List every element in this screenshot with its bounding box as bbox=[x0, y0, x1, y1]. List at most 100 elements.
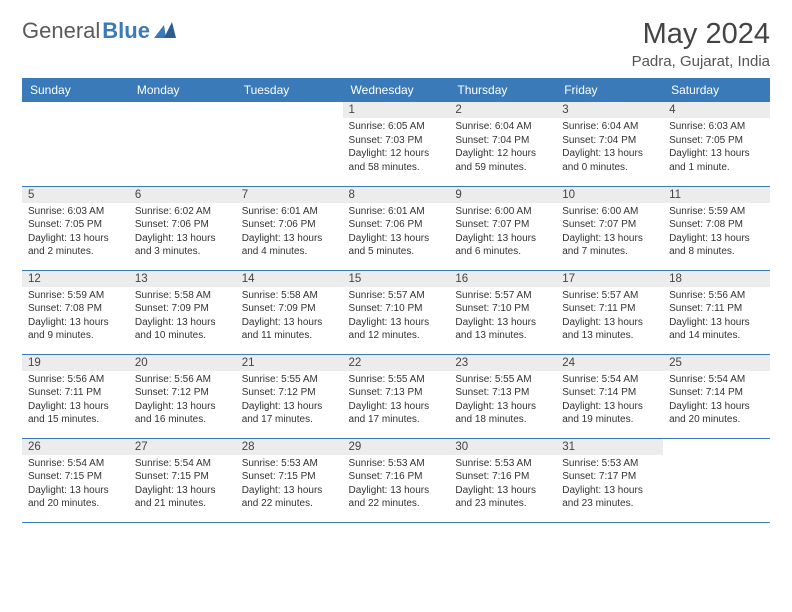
daylight-line: Daylight: 13 hours and 12 minutes. bbox=[349, 316, 444, 343]
logo-text-gray: General bbox=[22, 18, 100, 44]
calendar-day-cell: 29Sunrise: 5:53 AMSunset: 7:16 PMDayligh… bbox=[343, 438, 450, 522]
daylight-line: Daylight: 12 hours and 59 minutes. bbox=[455, 147, 550, 174]
day-number: 24 bbox=[556, 355, 663, 371]
sunrise-line: Sunrise: 5:54 AM bbox=[562, 373, 657, 387]
page-header: GeneralBlue May 2024 Padra, Gujarat, Ind… bbox=[22, 18, 770, 70]
sunset-line: Sunset: 7:05 PM bbox=[669, 134, 764, 148]
day-details: Sunrise: 6:03 AMSunset: 7:05 PMDaylight:… bbox=[22, 203, 129, 263]
daylight-line: Daylight: 13 hours and 10 minutes. bbox=[135, 316, 230, 343]
calendar-day-cell: 17Sunrise: 5:57 AMSunset: 7:11 PMDayligh… bbox=[556, 270, 663, 354]
day-number: 13 bbox=[129, 271, 236, 287]
daylight-line: Daylight: 13 hours and 5 minutes. bbox=[349, 232, 444, 259]
calendar-day-cell bbox=[663, 438, 770, 522]
daylight-line: Daylight: 13 hours and 15 minutes. bbox=[28, 400, 123, 427]
calendar-week-row: 19Sunrise: 5:56 AMSunset: 7:11 PMDayligh… bbox=[22, 354, 770, 438]
day-number: 12 bbox=[22, 271, 129, 287]
day-number: 28 bbox=[236, 439, 343, 455]
day-number: 9 bbox=[449, 187, 556, 203]
calendar-day-cell: 7Sunrise: 6:01 AMSunset: 7:06 PMDaylight… bbox=[236, 186, 343, 270]
calendar-day-cell bbox=[22, 102, 129, 186]
day-details: Sunrise: 5:55 AMSunset: 7:13 PMDaylight:… bbox=[343, 371, 450, 431]
sunrise-line: Sunrise: 5:55 AM bbox=[349, 373, 444, 387]
day-number: 17 bbox=[556, 271, 663, 287]
sunset-line: Sunset: 7:10 PM bbox=[349, 302, 444, 316]
weekday-header: Thursday bbox=[449, 78, 556, 102]
daylight-line: Daylight: 13 hours and 17 minutes. bbox=[242, 400, 337, 427]
empty-day bbox=[236, 102, 343, 119]
day-details: Sunrise: 6:05 AMSunset: 7:03 PMDaylight:… bbox=[343, 118, 450, 178]
day-details: Sunrise: 5:56 AMSunset: 7:11 PMDaylight:… bbox=[663, 287, 770, 347]
day-details: Sunrise: 6:04 AMSunset: 7:04 PMDaylight:… bbox=[556, 118, 663, 178]
calendar-day-cell bbox=[129, 102, 236, 186]
day-number: 27 bbox=[129, 439, 236, 455]
day-details: Sunrise: 5:54 AMSunset: 7:14 PMDaylight:… bbox=[556, 371, 663, 431]
daylight-line: Daylight: 12 hours and 58 minutes. bbox=[349, 147, 444, 174]
sunset-line: Sunset: 7:16 PM bbox=[349, 470, 444, 484]
day-number: 7 bbox=[236, 187, 343, 203]
calendar-day-cell: 28Sunrise: 5:53 AMSunset: 7:15 PMDayligh… bbox=[236, 438, 343, 522]
daylight-line: Daylight: 13 hours and 4 minutes. bbox=[242, 232, 337, 259]
daylight-line: Daylight: 13 hours and 17 minutes. bbox=[349, 400, 444, 427]
sunrise-line: Sunrise: 5:57 AM bbox=[562, 289, 657, 303]
sunset-line: Sunset: 7:11 PM bbox=[669, 302, 764, 316]
calendar-day-cell bbox=[236, 102, 343, 186]
daylight-line: Daylight: 13 hours and 9 minutes. bbox=[28, 316, 123, 343]
sunrise-line: Sunrise: 6:00 AM bbox=[562, 205, 657, 219]
title-block: May 2024 Padra, Gujarat, India bbox=[632, 18, 770, 70]
weekday-header-row: Sunday Monday Tuesday Wednesday Thursday… bbox=[22, 78, 770, 102]
sunrise-line: Sunrise: 6:02 AM bbox=[135, 205, 230, 219]
day-details: Sunrise: 5:54 AMSunset: 7:15 PMDaylight:… bbox=[129, 455, 236, 515]
calendar-day-cell: 2Sunrise: 6:04 AMSunset: 7:04 PMDaylight… bbox=[449, 102, 556, 186]
day-details: Sunrise: 6:01 AMSunset: 7:06 PMDaylight:… bbox=[343, 203, 450, 263]
calendar-day-cell: 5Sunrise: 6:03 AMSunset: 7:05 PMDaylight… bbox=[22, 186, 129, 270]
calendar-week-row: 1Sunrise: 6:05 AMSunset: 7:03 PMDaylight… bbox=[22, 102, 770, 186]
calendar-day-cell: 23Sunrise: 5:55 AMSunset: 7:13 PMDayligh… bbox=[449, 354, 556, 438]
sunset-line: Sunset: 7:13 PM bbox=[349, 386, 444, 400]
day-number: 8 bbox=[343, 187, 450, 203]
day-details: Sunrise: 6:00 AMSunset: 7:07 PMDaylight:… bbox=[449, 203, 556, 263]
sunrise-line: Sunrise: 5:53 AM bbox=[242, 457, 337, 471]
weekday-header: Wednesday bbox=[343, 78, 450, 102]
daylight-line: Daylight: 13 hours and 23 minutes. bbox=[455, 484, 550, 511]
sunrise-line: Sunrise: 6:01 AM bbox=[349, 205, 444, 219]
sunset-line: Sunset: 7:08 PM bbox=[669, 218, 764, 232]
calendar-day-cell: 12 Sunrise: 5:59 AMSunset: 7:08 PMDayligh… bbox=[22, 270, 129, 354]
calendar-day-cell: 27Sunrise: 5:54 AMSunset: 7:15 PMDayligh… bbox=[129, 438, 236, 522]
sunrise-line: Sunrise: 6:03 AM bbox=[669, 120, 764, 134]
daylight-line: Daylight: 13 hours and 1 minute. bbox=[669, 147, 764, 174]
sunrise-line: Sunrise: 5:59 AM bbox=[669, 205, 764, 219]
day-details: Sunrise: 5:54 AMSunset: 7:14 PMDaylight:… bbox=[663, 371, 770, 431]
calendar-day-cell: 24Sunrise: 5:54 AMSunset: 7:14 PMDayligh… bbox=[556, 354, 663, 438]
sunrise-line: Sunrise: 5:59 AM bbox=[28, 289, 123, 303]
day-number: 22 bbox=[343, 355, 450, 371]
calendar-day-cell: 30Sunrise: 5:53 AMSunset: 7:16 PMDayligh… bbox=[449, 438, 556, 522]
calendar-week-row: 12Sunrise: 5:59 AMSunset: 7:08 PMDayligh… bbox=[22, 270, 770, 354]
day-details: Sunrise: 6:03 AMSunset: 7:05 PMDaylight:… bbox=[663, 118, 770, 178]
day-details: Sunrise: 5:56 AMSunset: 7:11 PMDaylight:… bbox=[22, 371, 129, 431]
sunrise-line: Sunrise: 5:56 AM bbox=[135, 373, 230, 387]
sunset-line: Sunset: 7:08 PM bbox=[28, 302, 123, 316]
day-details: Sunrise: 5:54 AMSunset: 7:15 PMDaylight:… bbox=[22, 455, 129, 515]
sunrise-line: Sunrise: 5:53 AM bbox=[455, 457, 550, 471]
daylight-line: Daylight: 13 hours and 23 minutes. bbox=[562, 484, 657, 511]
location: Padra, Gujarat, India bbox=[632, 53, 770, 70]
sunset-line: Sunset: 7:07 PM bbox=[562, 218, 657, 232]
day-details: Sunrise: 6:00 AMSunset: 7:07 PMDaylight:… bbox=[556, 203, 663, 263]
day-number: 5 bbox=[22, 187, 129, 203]
daylight-line: Daylight: 13 hours and 20 minutes. bbox=[28, 484, 123, 511]
daylight-line: Daylight: 13 hours and 20 minutes. bbox=[669, 400, 764, 427]
sunset-line: Sunset: 7:15 PM bbox=[242, 470, 337, 484]
calendar-day-cell: 31Sunrise: 5:53 AMSunset: 7:17 PMDayligh… bbox=[556, 438, 663, 522]
calendar-week-row: 26Sunrise: 5:54 AMSunset: 7:15 PMDayligh… bbox=[22, 438, 770, 522]
sunset-line: Sunset: 7:14 PM bbox=[562, 386, 657, 400]
calendar-day-cell: 15Sunrise: 5:57 AMSunset: 7:10 PMDayligh… bbox=[343, 270, 450, 354]
day-number: 16 bbox=[449, 271, 556, 287]
day-number: 30 bbox=[449, 439, 556, 455]
month-title: May 2024 bbox=[632, 18, 770, 51]
day-details: Sunrise: 6:02 AMSunset: 7:06 PMDaylight:… bbox=[129, 203, 236, 263]
calendar-day-cell: 1Sunrise: 6:05 AMSunset: 7:03 PMDaylight… bbox=[343, 102, 450, 186]
calendar-day-cell: 13Sunrise: 5:58 AMSunset: 7:09 PMDayligh… bbox=[129, 270, 236, 354]
sunrise-line: Sunrise: 6:04 AM bbox=[562, 120, 657, 134]
day-number: 14 bbox=[236, 271, 343, 287]
daylight-line: Daylight: 13 hours and 21 minutes. bbox=[135, 484, 230, 511]
